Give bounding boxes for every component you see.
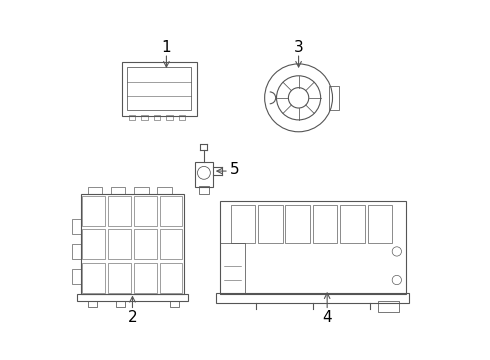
Bar [134,187,148,194]
Bar [258,205,283,243]
Bar [82,263,105,293]
Bar [160,263,182,293]
Bar [72,244,81,258]
Bar [134,196,157,226]
Bar [108,196,131,226]
Text: 2: 2 [128,310,137,325]
Bar [231,205,255,243]
Bar [368,205,392,243]
Bar [198,186,209,194]
Bar [217,293,409,303]
Bar [88,301,97,307]
Bar [129,114,135,120]
Bar [88,187,102,194]
Bar [179,114,185,120]
Bar [170,301,179,307]
Text: 1: 1 [162,40,171,55]
Bar [134,263,157,293]
Bar [195,162,213,187]
Text: 3: 3 [294,40,303,55]
Bar [72,269,81,284]
Bar [329,86,339,110]
Bar [122,62,197,116]
Bar [81,194,184,294]
Bar [82,229,105,259]
Bar [220,243,245,294]
Bar [286,205,310,243]
Text: 4: 4 [322,310,332,325]
Bar [154,114,160,120]
Bar [142,114,148,120]
Bar [108,263,131,293]
Bar [77,294,188,301]
Bar [313,205,338,243]
Text: 5: 5 [229,162,239,177]
Bar [340,205,365,243]
Bar [117,301,125,307]
Bar [108,229,131,259]
Bar [72,219,81,234]
Bar [82,196,105,226]
Bar [127,67,192,111]
Bar [157,187,172,194]
Bar [378,301,399,312]
Bar [167,114,173,120]
Bar [220,202,406,294]
Bar [134,229,157,259]
Bar [111,187,125,194]
Bar [160,196,182,226]
Bar [160,229,182,259]
